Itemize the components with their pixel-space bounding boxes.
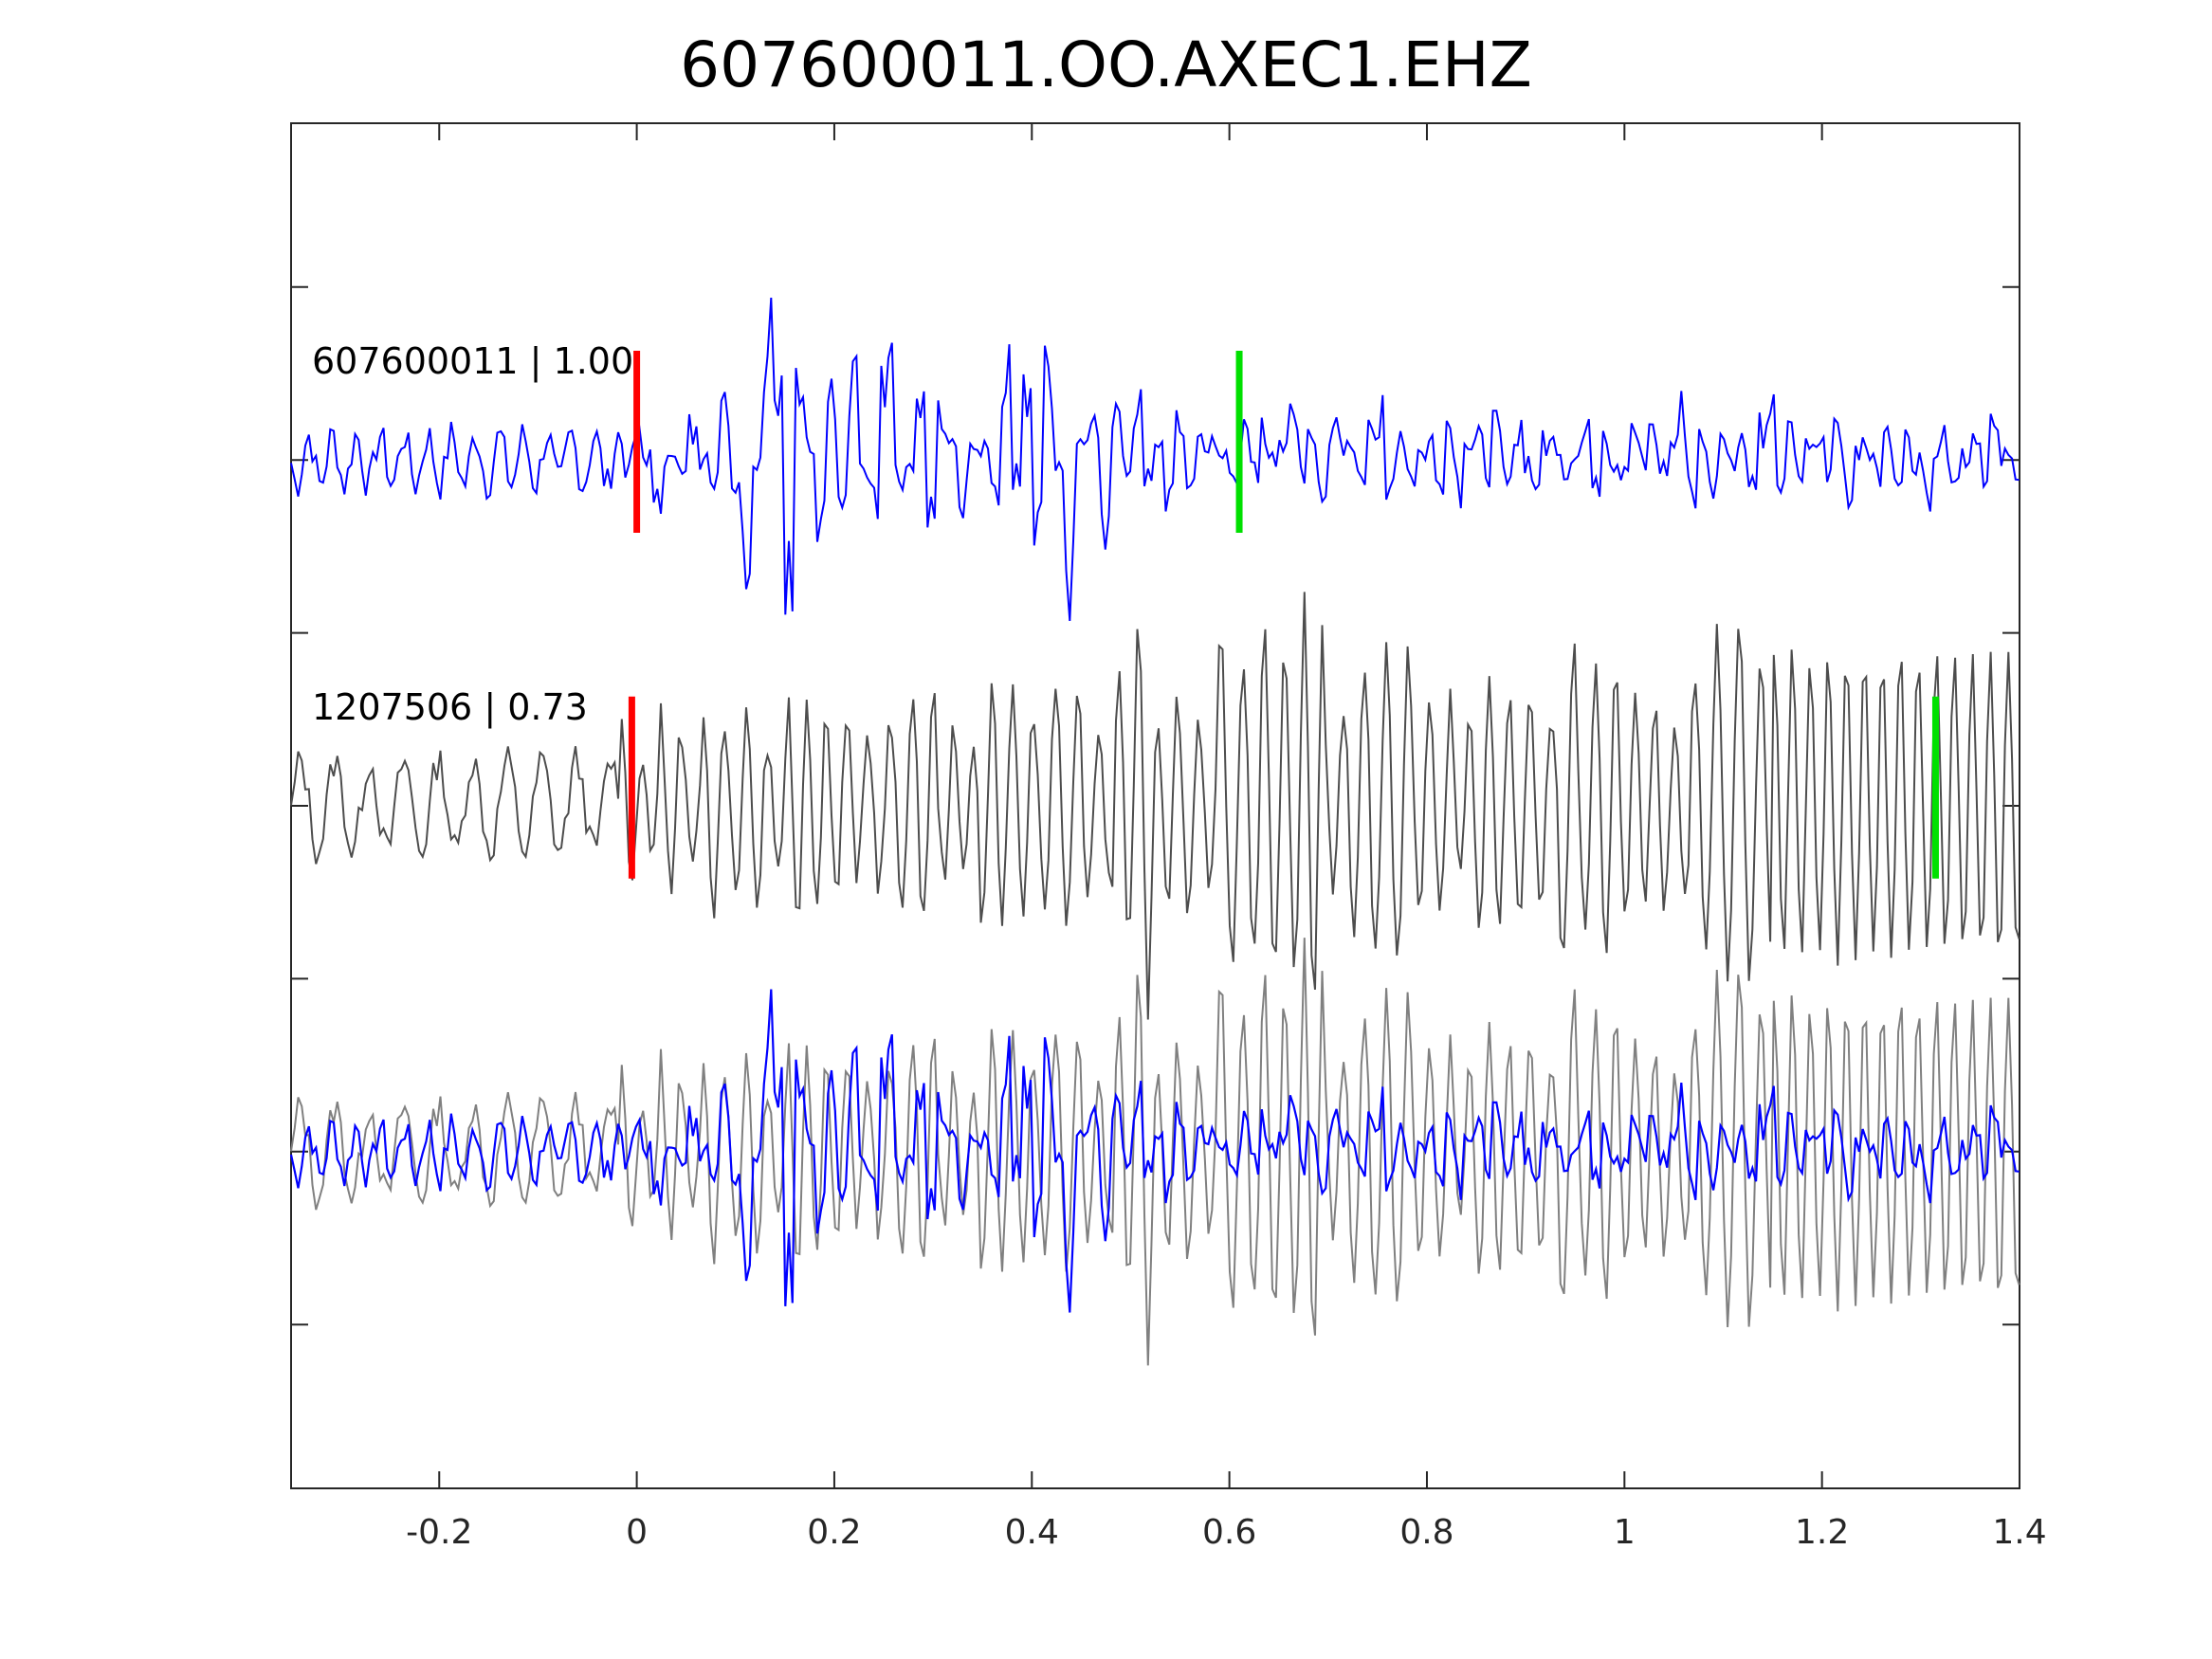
- trace-label: 1207506 | 0.73: [312, 686, 588, 729]
- phase-picks: [628, 351, 1939, 879]
- trace-overlay-detection: [290, 938, 2020, 1366]
- traces: [289, 297, 2020, 1366]
- x-tick-label: 1: [1614, 1513, 1636, 1552]
- x-tick-label: 0.6: [1202, 1513, 1256, 1552]
- x-tick-label: 1.4: [1992, 1513, 2046, 1552]
- trace-template: [290, 297, 2020, 621]
- trace-overlay-template: [289, 989, 2020, 1313]
- x-tick-label: 0: [626, 1513, 648, 1552]
- trace-labels: 607600011 | 1.00 1207506 | 0.73: [312, 340, 633, 729]
- axes: -0.2 0 0.2 0.4 0.6 0.8 1 1.2 1.4: [290, 122, 2047, 1552]
- x-tick-label: 0.8: [1399, 1513, 1453, 1552]
- plot-title: 607600011.OO.AXEC1.EHZ: [680, 28, 1532, 101]
- x-tick-label: 0.2: [807, 1513, 861, 1552]
- trace-label: 607600011 | 1.00: [312, 340, 633, 383]
- trace-detection: [290, 592, 2020, 1020]
- x-tick-label: -0.2: [406, 1513, 472, 1552]
- x-tick-label: 0.4: [1005, 1513, 1059, 1552]
- x-tick-label: 1.2: [1795, 1513, 1849, 1552]
